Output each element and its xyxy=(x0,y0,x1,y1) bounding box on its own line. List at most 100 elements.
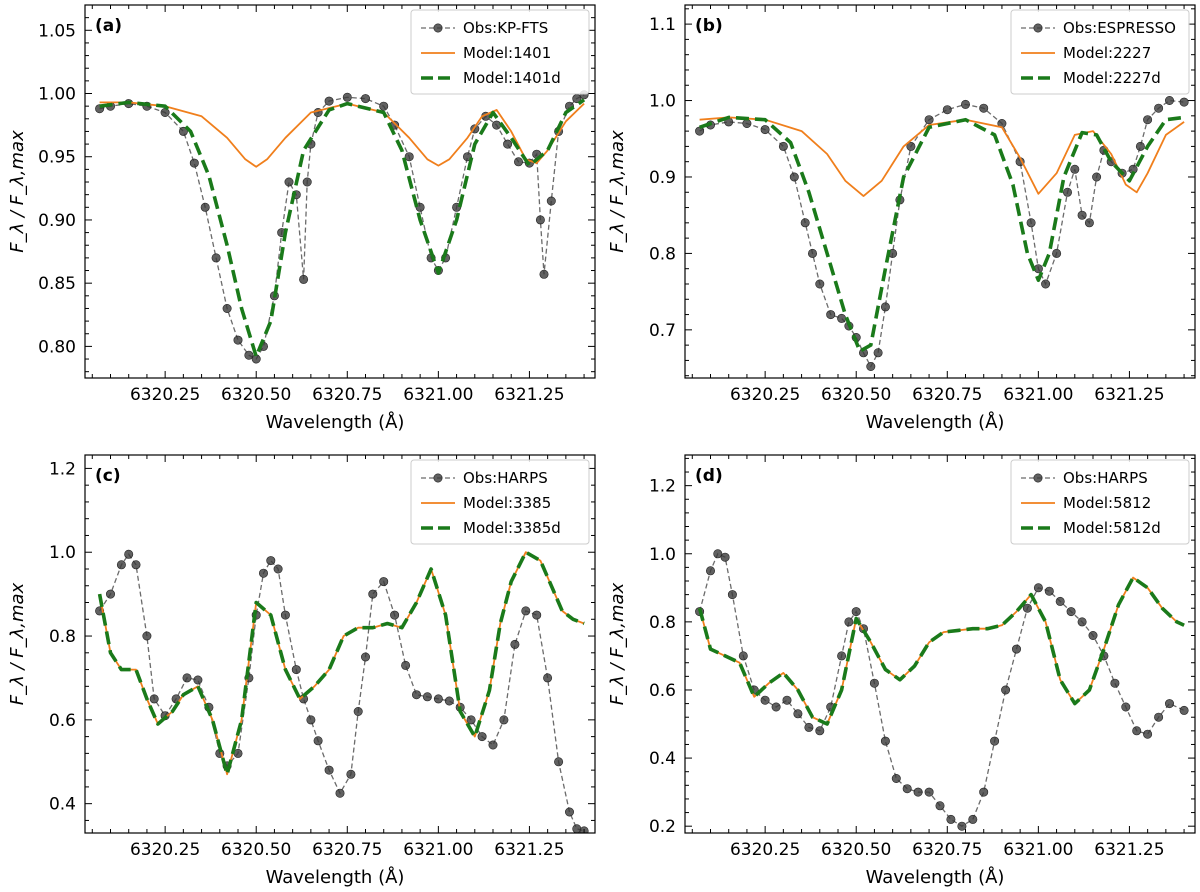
obs-point xyxy=(760,695,770,705)
obs-point xyxy=(782,695,792,705)
obs-point xyxy=(106,589,116,599)
obs-point xyxy=(789,172,799,182)
x-axis-label: Wavelength (Å) xyxy=(266,411,405,433)
obs-point xyxy=(880,302,890,312)
x-axis-label: Wavelength (Å) xyxy=(866,411,1005,433)
obs-point xyxy=(979,103,989,113)
x-tick-label: 6320.75 xyxy=(912,840,982,860)
obs-point xyxy=(1063,187,1073,197)
obs-point xyxy=(280,610,290,620)
legend: Obs:HARPS Model:3385 Model:3385d xyxy=(410,459,590,545)
obs-point xyxy=(492,120,502,130)
axes-frame xyxy=(684,454,1196,834)
obs-point xyxy=(244,350,254,360)
x-tick-label: 6320.50 xyxy=(221,840,291,860)
obs-point xyxy=(1088,630,1098,640)
obs-point xyxy=(1121,702,1131,712)
obs-point xyxy=(815,726,825,736)
obs-point xyxy=(968,814,978,824)
legend-marker xyxy=(433,473,443,483)
obs-point xyxy=(182,673,192,683)
legend-label: Model:2227d xyxy=(1063,69,1161,87)
obs-point xyxy=(869,678,879,688)
axes-frame xyxy=(84,454,596,834)
y-tick-label: 0.6 xyxy=(649,681,676,701)
obs-line xyxy=(698,552,1185,827)
obs-point xyxy=(1154,712,1164,722)
y-axis-label: F_λ / F_λ,max xyxy=(7,130,28,253)
x-tick-label: 6321.00 xyxy=(1003,840,1073,860)
obs-point xyxy=(1132,726,1142,736)
obs-point xyxy=(444,696,454,706)
obs-point xyxy=(837,313,847,323)
obs-point xyxy=(1041,279,1051,289)
obs-point xyxy=(499,715,509,725)
obs-point xyxy=(935,801,945,811)
plot-area xyxy=(95,549,589,833)
y-tick-label: 0.8 xyxy=(649,613,676,633)
obs-point xyxy=(800,218,810,228)
obs-point xyxy=(804,722,814,732)
obs-point xyxy=(771,702,781,712)
obs-point xyxy=(793,709,803,719)
obs-point xyxy=(251,354,261,364)
y-tick-label: 0.90 xyxy=(38,211,76,231)
y-tick-label: 1.0 xyxy=(649,545,676,565)
legend-label: Model:3385 xyxy=(463,494,551,512)
x-tick-label: 6321.25 xyxy=(494,385,564,405)
obs-point xyxy=(564,807,574,817)
x-tick-label: 6321.00 xyxy=(403,385,473,405)
obs-point xyxy=(554,757,564,767)
legend-label: Obs:HARPS xyxy=(463,469,548,487)
obs-point xyxy=(924,115,934,125)
obs-point xyxy=(960,99,970,109)
obs-point xyxy=(116,560,126,570)
obs-point xyxy=(837,651,847,661)
obs-line xyxy=(699,99,1185,368)
obs-point xyxy=(815,279,825,289)
obs-point xyxy=(302,177,312,187)
obs-point xyxy=(543,673,553,683)
panel-label: (c) xyxy=(95,466,121,486)
obs-point xyxy=(1110,678,1120,688)
obs-point xyxy=(727,590,737,600)
obs-point xyxy=(902,784,912,794)
obs-point xyxy=(1084,218,1094,228)
obs-point xyxy=(189,158,199,168)
x-tick-label: 6320.75 xyxy=(312,840,382,860)
y-tick-label: 0.7 xyxy=(649,321,676,341)
obs-point xyxy=(131,560,141,570)
obs-point xyxy=(379,577,389,587)
series-model-2227 xyxy=(699,116,1185,198)
obs-point xyxy=(258,568,268,578)
y-tick-label: 0.85 xyxy=(38,274,76,294)
x-tick-label: 6320.25 xyxy=(730,840,800,860)
obs-point xyxy=(284,177,294,187)
legend-marker xyxy=(1033,23,1043,33)
obs-point xyxy=(306,715,316,725)
y-tick-label: 0.2 xyxy=(649,817,676,837)
obs-point xyxy=(1070,164,1080,174)
obs-point xyxy=(1011,644,1021,654)
obs-point xyxy=(532,610,542,620)
obs-point xyxy=(913,787,923,797)
obs-point xyxy=(379,101,389,111)
obs-point xyxy=(160,108,170,118)
obs-point xyxy=(1044,586,1054,596)
obs-point xyxy=(1154,103,1164,113)
panel-c: 6320.25 6320.50 6320.75 6321.00 6321.25 0.4 0.… xyxy=(7,454,596,888)
obs-point xyxy=(401,660,411,670)
obs-point xyxy=(1033,583,1043,593)
legend-box xyxy=(1010,459,1190,545)
legend: Obs:HARPS Model:5812 Model:5812d xyxy=(1010,459,1190,545)
obs-point xyxy=(1092,172,1102,182)
legend-label: Obs:ESPRESSO xyxy=(1063,19,1176,37)
y-tick-label: 1.05 xyxy=(38,21,76,41)
x-tick-label: 6320.25 xyxy=(130,385,200,405)
axes-frame xyxy=(684,4,1196,379)
obs-point xyxy=(844,617,854,627)
y-axis-label: F_λ / F_λ,max xyxy=(7,582,28,705)
legend-label: Model:1401d xyxy=(463,69,561,87)
y-tick-label: 1.0 xyxy=(49,543,76,563)
